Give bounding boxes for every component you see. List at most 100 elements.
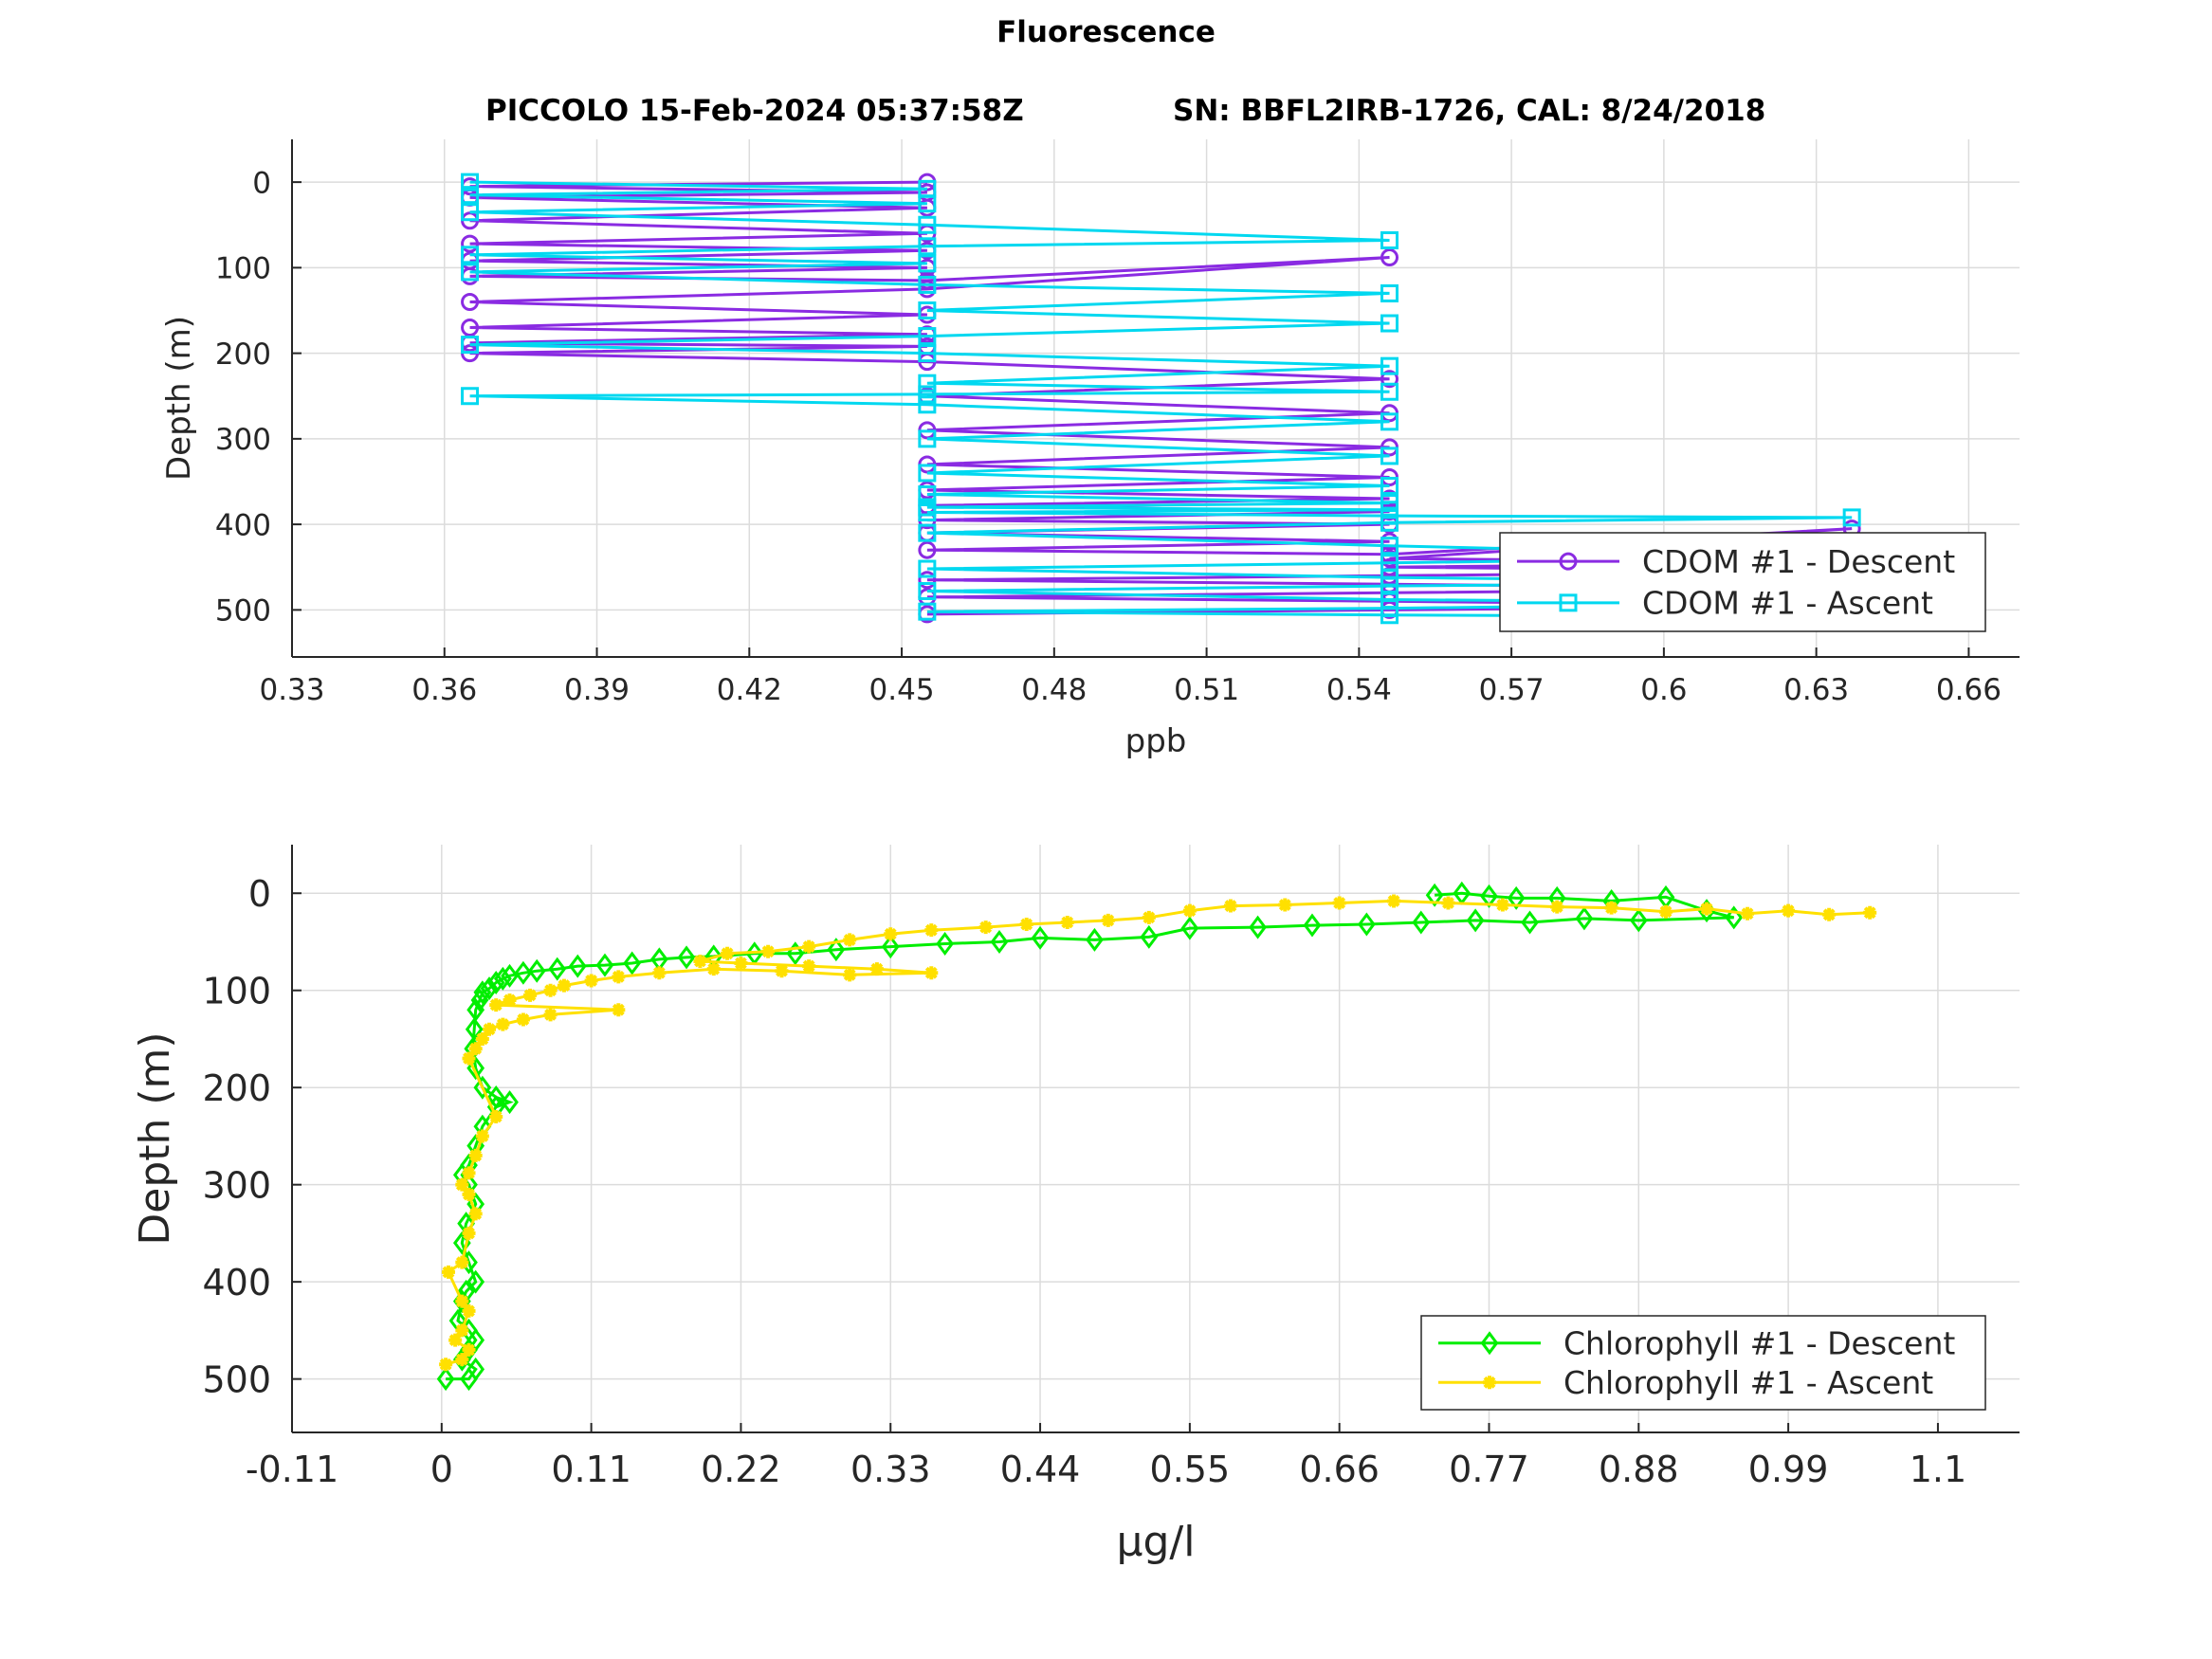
data-point bbox=[1380, 606, 1399, 625]
data-point bbox=[455, 1353, 469, 1367]
x-tick-label: 0.45 bbox=[869, 673, 935, 707]
data-point bbox=[1086, 927, 1104, 952]
data-point bbox=[489, 1109, 503, 1123]
data-point bbox=[786, 941, 805, 966]
data-point bbox=[470, 988, 489, 1012]
data-point bbox=[486, 1085, 505, 1109]
data-point bbox=[568, 954, 587, 978]
data-point bbox=[1060, 915, 1074, 929]
x-tick-label: 0.44 bbox=[1000, 1449, 1081, 1490]
data-point bbox=[514, 960, 533, 985]
y-tick-label: 100 bbox=[215, 252, 271, 286]
data-point bbox=[1380, 477, 1399, 496]
data-point bbox=[1380, 447, 1399, 465]
data-point bbox=[1380, 356, 1399, 375]
data-point bbox=[1357, 912, 1376, 937]
legend-marker bbox=[1559, 552, 1578, 571]
data-point bbox=[461, 246, 480, 264]
data-point bbox=[461, 203, 480, 222]
data-point bbox=[1380, 248, 1399, 267]
data-point bbox=[557, 978, 571, 993]
data-point bbox=[461, 292, 480, 311]
legend-box bbox=[1499, 532, 1986, 632]
data-point bbox=[1031, 925, 1050, 950]
y-tick-label: 0 bbox=[248, 873, 271, 915]
data-point bbox=[918, 582, 937, 601]
data-point bbox=[918, 327, 937, 346]
y-tick-label: 500 bbox=[215, 594, 271, 629]
data-point bbox=[1380, 230, 1399, 249]
data-point bbox=[496, 1017, 510, 1031]
data-point bbox=[1629, 908, 1648, 933]
data-point bbox=[1182, 903, 1197, 918]
data-point bbox=[489, 998, 503, 1012]
y-axis-label: Depth (m) bbox=[131, 1031, 179, 1245]
legend-label: Chlorophyll #1 - Descent bbox=[1563, 1325, 1955, 1362]
data-point bbox=[543, 983, 558, 997]
data-point bbox=[612, 1003, 626, 1017]
data-point bbox=[468, 1207, 483, 1221]
data-point bbox=[461, 387, 480, 406]
data-point bbox=[527, 958, 546, 983]
data-point bbox=[439, 1358, 453, 1372]
data-point bbox=[802, 939, 816, 954]
data-point bbox=[918, 275, 937, 294]
data-point bbox=[460, 1367, 478, 1392]
x-axis-label: μg/l bbox=[1117, 1518, 1196, 1566]
data-point bbox=[843, 968, 857, 982]
data-point bbox=[918, 374, 937, 392]
figure-title: Fluorescence bbox=[996, 15, 1216, 49]
data-point bbox=[1380, 283, 1399, 302]
data-point bbox=[1822, 907, 1837, 921]
data-point bbox=[455, 1177, 469, 1192]
data-point bbox=[1387, 894, 1401, 908]
data-point bbox=[548, 957, 567, 981]
data-point bbox=[466, 1269, 485, 1294]
data-point bbox=[462, 1187, 476, 1201]
series-2 bbox=[439, 894, 1877, 1372]
data-point bbox=[461, 234, 480, 253]
data-point bbox=[461, 186, 480, 205]
data-point bbox=[475, 1129, 489, 1143]
figure-subtitle-left: PICCOLO 15-Feb-2024 05:37:58Z bbox=[485, 94, 1024, 128]
data-point bbox=[1495, 898, 1509, 912]
data-point bbox=[918, 215, 937, 234]
x-tick-label: 0.63 bbox=[1783, 673, 1849, 707]
data-point bbox=[1380, 576, 1399, 595]
data-point bbox=[1604, 901, 1618, 915]
legend-box bbox=[1420, 1315, 1986, 1411]
legend-item-2: CDOM #1 - Ascent bbox=[1517, 585, 1933, 622]
data-point bbox=[1101, 913, 1115, 927]
data-point bbox=[1180, 916, 1199, 940]
legend-item-1: CDOM #1 - Descent bbox=[1517, 543, 1955, 580]
x-tick-label: 0.33 bbox=[850, 1449, 931, 1490]
data-point bbox=[918, 540, 937, 559]
data-point bbox=[990, 929, 1009, 954]
data-point bbox=[924, 923, 939, 938]
chart-panel-1: 0.33 0.36 0.39 0.42 0.45 0.48 0.51 0.54 0.57 0.6 0… bbox=[160, 139, 2020, 760]
data-point bbox=[461, 263, 480, 282]
data-point bbox=[1725, 905, 1744, 930]
data-point bbox=[1380, 314, 1399, 333]
data-point bbox=[503, 993, 517, 1007]
data-point bbox=[1249, 915, 1267, 939]
data-point bbox=[1507, 885, 1526, 910]
data-point bbox=[775, 964, 789, 978]
x-tick-label: 0.51 bbox=[1174, 673, 1239, 707]
data-point bbox=[918, 385, 937, 404]
data-point bbox=[918, 301, 937, 319]
y-tick-label: 200 bbox=[215, 337, 271, 372]
data-point bbox=[584, 974, 598, 988]
data-point bbox=[1223, 899, 1237, 913]
data-point bbox=[1278, 898, 1292, 912]
data-point bbox=[455, 1323, 469, 1338]
figure-subtitle-right: SN: BBFL2IRB-1726, CAL: 8/24/2018 bbox=[1173, 94, 1766, 128]
data-point bbox=[693, 954, 707, 968]
x-tick-label: 0.42 bbox=[717, 673, 782, 707]
data-point bbox=[978, 921, 993, 935]
data-point bbox=[623, 951, 642, 975]
legend-label: CDOM #1 - Descent bbox=[1642, 543, 1955, 580]
data-point bbox=[869, 962, 884, 976]
data-point bbox=[761, 944, 776, 958]
